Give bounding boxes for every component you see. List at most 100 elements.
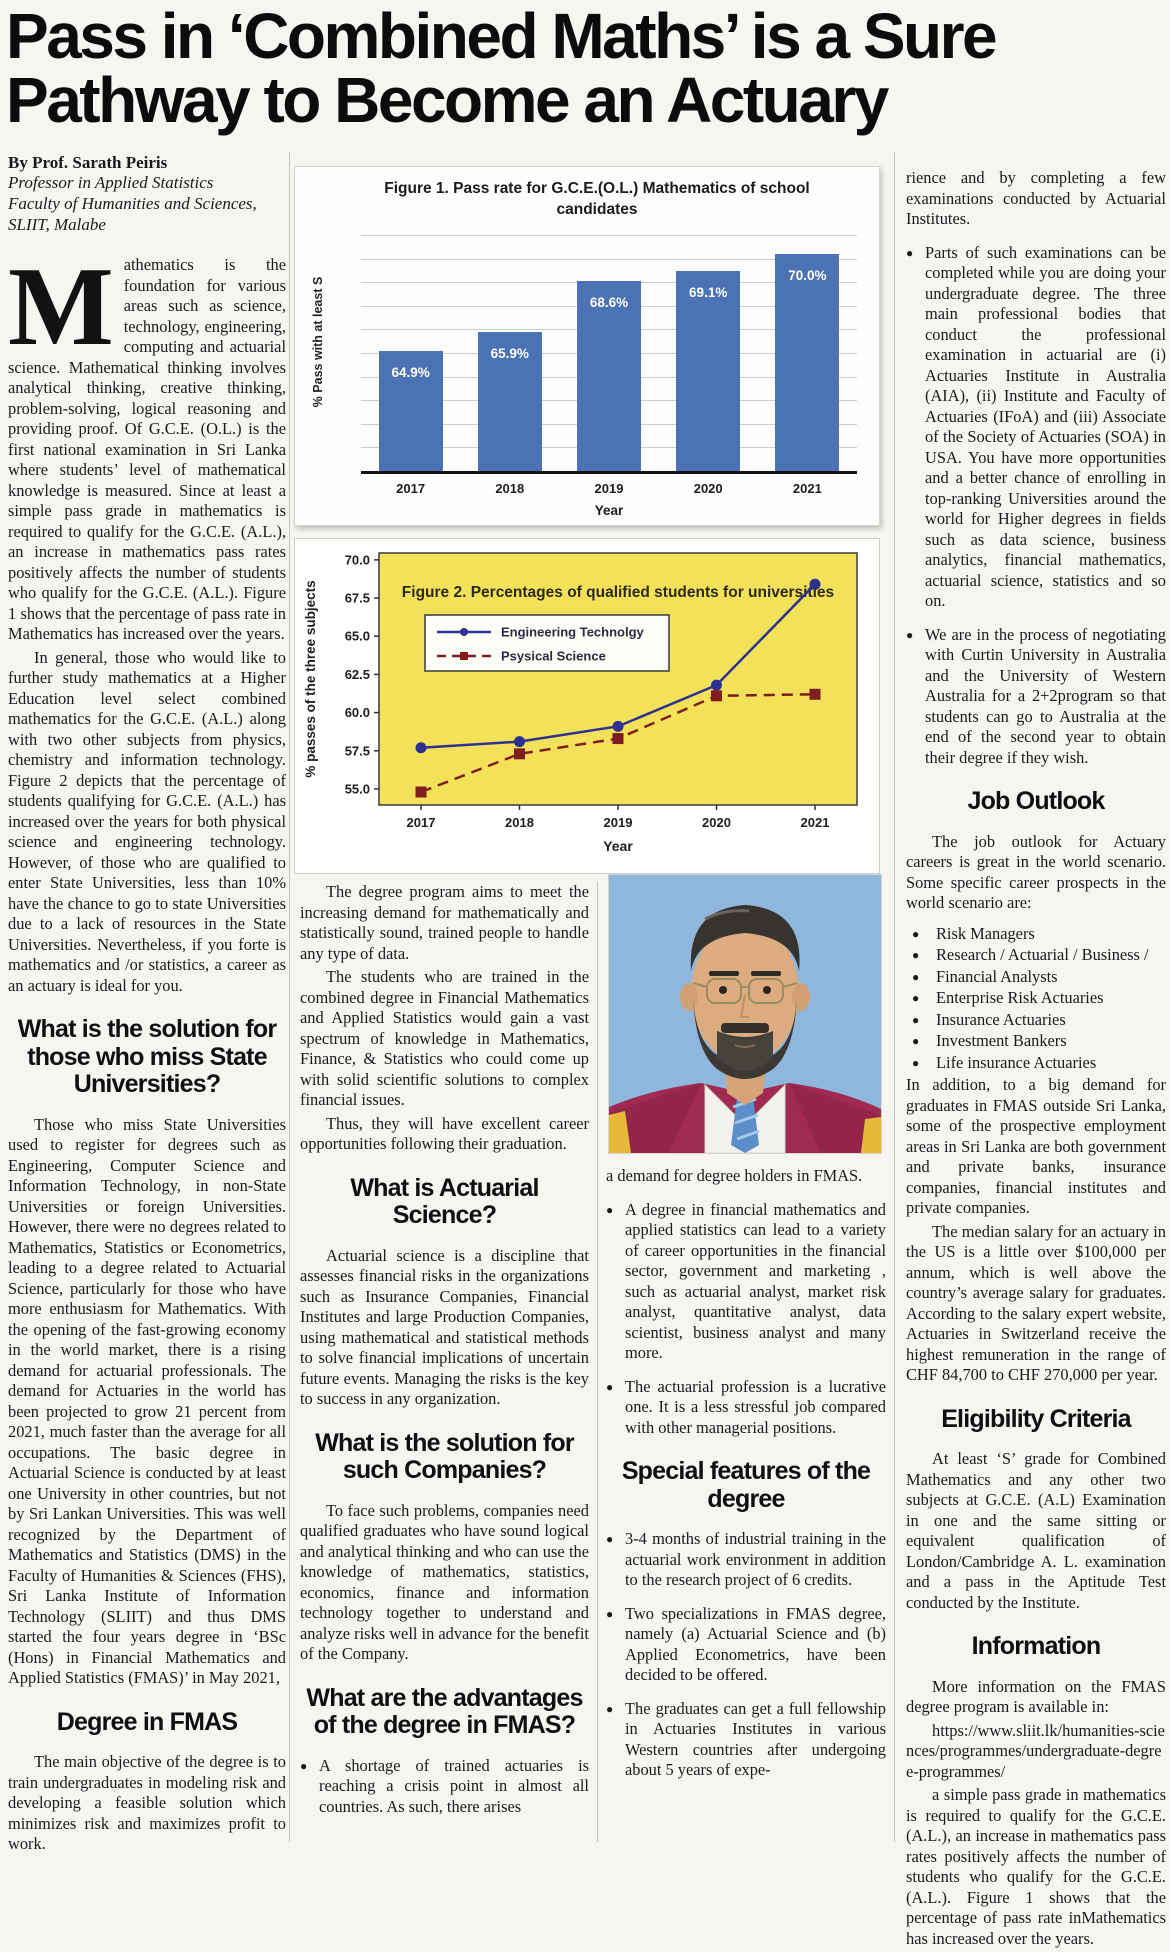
data-point bbox=[514, 736, 525, 748]
byline-role: Professor in Applied Statistics bbox=[8, 173, 214, 193]
plot-background bbox=[378, 552, 858, 806]
byline-faculty: Faculty of Humanities and Sciences, bbox=[8, 193, 257, 213]
bar-value-label: 68.6% bbox=[589, 295, 629, 310]
article-paragraph: rience and by completing a few examinati… bbox=[906, 168, 1166, 228]
data-point bbox=[809, 688, 821, 700]
section-heading: Degree in FMAS bbox=[56, 1707, 238, 1736]
bullet-icon: ● bbox=[300, 1758, 308, 1773]
section-heading: Information bbox=[971, 1632, 1102, 1660]
figure2-y-axis-label: % passes of the three subjects bbox=[303, 580, 318, 777]
article-paragraph: The job outlook for Actuary careers is g… bbox=[906, 831, 1166, 913]
figure2-plot: 55.0 57.5 60.0 62.5 65.0 67.5 70.0 2017 2018 2019… bbox=[303, 552, 858, 854]
bullet-icon: ● bbox=[906, 627, 914, 642]
bar-value-label: 69.1% bbox=[689, 285, 728, 300]
y-tick-label: 65.0 bbox=[345, 629, 370, 644]
article-paragraph: The median salary for an actuary in the … bbox=[906, 1221, 1166, 1385]
gridline bbox=[361, 235, 857, 236]
byline-institute: SLIIT, Malabe bbox=[8, 214, 106, 234]
article-paragraph: https://www.sliit.lk/humanities-sciences… bbox=[906, 1720, 1165, 1781]
list-item-text: Risk Managers bbox=[936, 923, 1035, 943]
article-paragraph: The students who are trained in the comb… bbox=[300, 967, 589, 1109]
section-heading: What are the advantages of the degree in… bbox=[306, 1683, 583, 1739]
figure2-title: Figure 2. Percentages of qualified stude… bbox=[402, 584, 834, 601]
x-tick-label: 2019 bbox=[604, 815, 633, 830]
bullet-item: ● A degree in financial mathematics and a… bbox=[606, 1200, 886, 1364]
x-tick-label: 2021 bbox=[792, 481, 822, 496]
bar bbox=[477, 332, 542, 471]
list-item-text: Insurance Actuaries bbox=[936, 1009, 1066, 1029]
x-tick-label: 2019 bbox=[594, 481, 624, 496]
byline-author: By Prof. Sarath Peiris bbox=[8, 153, 168, 172]
column-2-body: The degree program aims to meet the incr… bbox=[300, 882, 589, 1817]
bar-value-label: 64.9% bbox=[391, 365, 430, 380]
bullet-icon: ● bbox=[606, 1379, 614, 1394]
bullet-item: ● A shortage of trained actuaries is reac… bbox=[300, 1756, 589, 1818]
x-tick-label: 2020 bbox=[693, 481, 723, 496]
section-heading: What is the solution for such Companies? bbox=[315, 1428, 574, 1484]
bullet-icon: ● bbox=[912, 1055, 920, 1070]
list-item-text: Research / Actuarial / Business / bbox=[936, 945, 1149, 964]
figure1-x-axis-label: Year bbox=[594, 503, 624, 518]
x-tick-label: 2017 bbox=[407, 815, 436, 830]
bullet-text: A degree in financial mathematics and ap… bbox=[625, 1199, 886, 1363]
bar bbox=[378, 351, 443, 471]
x-tick-label: 2020 bbox=[702, 815, 731, 830]
headline-line2: Pathway to Become an Actuary bbox=[6, 64, 889, 136]
data-point bbox=[415, 786, 427, 798]
bullet-item: ● We are in the process of negotiating wi… bbox=[906, 625, 1166, 769]
portrait-photo bbox=[608, 874, 882, 1154]
article-paragraph: The main objective of the degree is to t… bbox=[8, 1752, 286, 1854]
column-4-body: rience and by completing a few examinati… bbox=[906, 168, 1166, 1949]
y-tick-label: 62.5 bbox=[345, 667, 370, 682]
article-paragraph: In general, those who would like to furt… bbox=[8, 647, 286, 995]
legend-marker bbox=[460, 652, 468, 660]
article-paragraph: In addition, to a big demand for graduat… bbox=[906, 1075, 1166, 1217]
y-tick-label: 60.0 bbox=[345, 705, 370, 720]
column-4: rience and by completing a few examinati… bbox=[906, 168, 1166, 1952]
bullet-item: ● 3-4 months of industrial training in th… bbox=[606, 1529, 886, 1591]
article-paragraph: At least ‘S’ grade for Combined Mathemat… bbox=[906, 1449, 1166, 1612]
column-divider-2 bbox=[597, 882, 598, 1842]
figure2-line-chart: 55.0 57.5 60.0 62.5 65.0 67.5 70.0 2017 2018 2019… bbox=[294, 538, 880, 874]
legend-marker bbox=[460, 628, 468, 636]
article-paragraph: a simple pass grade in mathematics is re… bbox=[906, 1785, 1166, 1948]
y-tick-label: 67.5 bbox=[345, 591, 370, 606]
bar bbox=[577, 281, 641, 471]
bullet-icon: ● bbox=[606, 1532, 614, 1546]
x-tick-label: 2018 bbox=[505, 815, 534, 830]
bullet-icon: ● bbox=[606, 1701, 614, 1716]
article-paragraph: Thus, they will have excellent career op… bbox=[300, 1113, 589, 1154]
section-heading: What is Actuarial Science? bbox=[350, 1173, 539, 1229]
headline: Pass in ‘Combined Maths’ is a Sure Pathw… bbox=[6, 4, 1168, 132]
bullet-item: ● The actuarial profession is a lucrative… bbox=[606, 1377, 886, 1439]
bullet-text: 3-4 months of industrial training in the… bbox=[625, 1529, 886, 1589]
list-item-text: Investment Bankers bbox=[936, 1031, 1067, 1050]
bullet-item: ● Parts of such examinations can be compl… bbox=[906, 243, 1166, 612]
figure1-y-axis-label: % Pass with at least S bbox=[311, 276, 325, 408]
bullet-item: ● Two specializations in FMAS degree, nam… bbox=[606, 1604, 886, 1686]
bullet-icon: ● bbox=[912, 1034, 920, 1048]
bullet-icon: ● bbox=[606, 1202, 614, 1217]
list-item: ● Enterprise Risk Actuaries bbox=[906, 988, 1166, 1009]
bullet-icon: ● bbox=[912, 926, 920, 941]
data-point bbox=[514, 748, 525, 760]
bullet-icon: ● bbox=[912, 969, 920, 984]
bullet-icon: ● bbox=[912, 948, 920, 962]
legend-label: Psysical Science bbox=[501, 649, 606, 664]
article-paragraph: To face such problems, companies need qu… bbox=[300, 1500, 589, 1664]
section-heading: What is the solution for those who miss … bbox=[17, 1015, 277, 1099]
gridline bbox=[361, 258, 857, 260]
list-item: ● Risk Managers bbox=[906, 924, 1166, 945]
bar bbox=[775, 254, 840, 471]
column-3-body: a demand for degree holders in FMAS. ● A d… bbox=[606, 1166, 886, 1781]
bullet-text: The graduates can get a full fellowship … bbox=[625, 1698, 886, 1780]
figure1-title: Figure 1. Pass rate for G.C.E.(O.L.) Mat… bbox=[384, 180, 810, 218]
section-heading: Eligibility Criteria bbox=[941, 1404, 1131, 1433]
figure1-bar-chart: Figure 1. Pass rate for G.C.E.(O.L.) Mat… bbox=[294, 166, 880, 526]
y-tick-label: 55.0 bbox=[345, 781, 370, 796]
list-item-text: Life insurance Actuaries bbox=[936, 1052, 1097, 1072]
article-paragraph: Those who miss State Universities used t… bbox=[8, 1114, 286, 1688]
section-heading: Job Outlook bbox=[967, 787, 1105, 815]
bullet-text: A shortage of trained actuaries is reach… bbox=[319, 1755, 589, 1816]
